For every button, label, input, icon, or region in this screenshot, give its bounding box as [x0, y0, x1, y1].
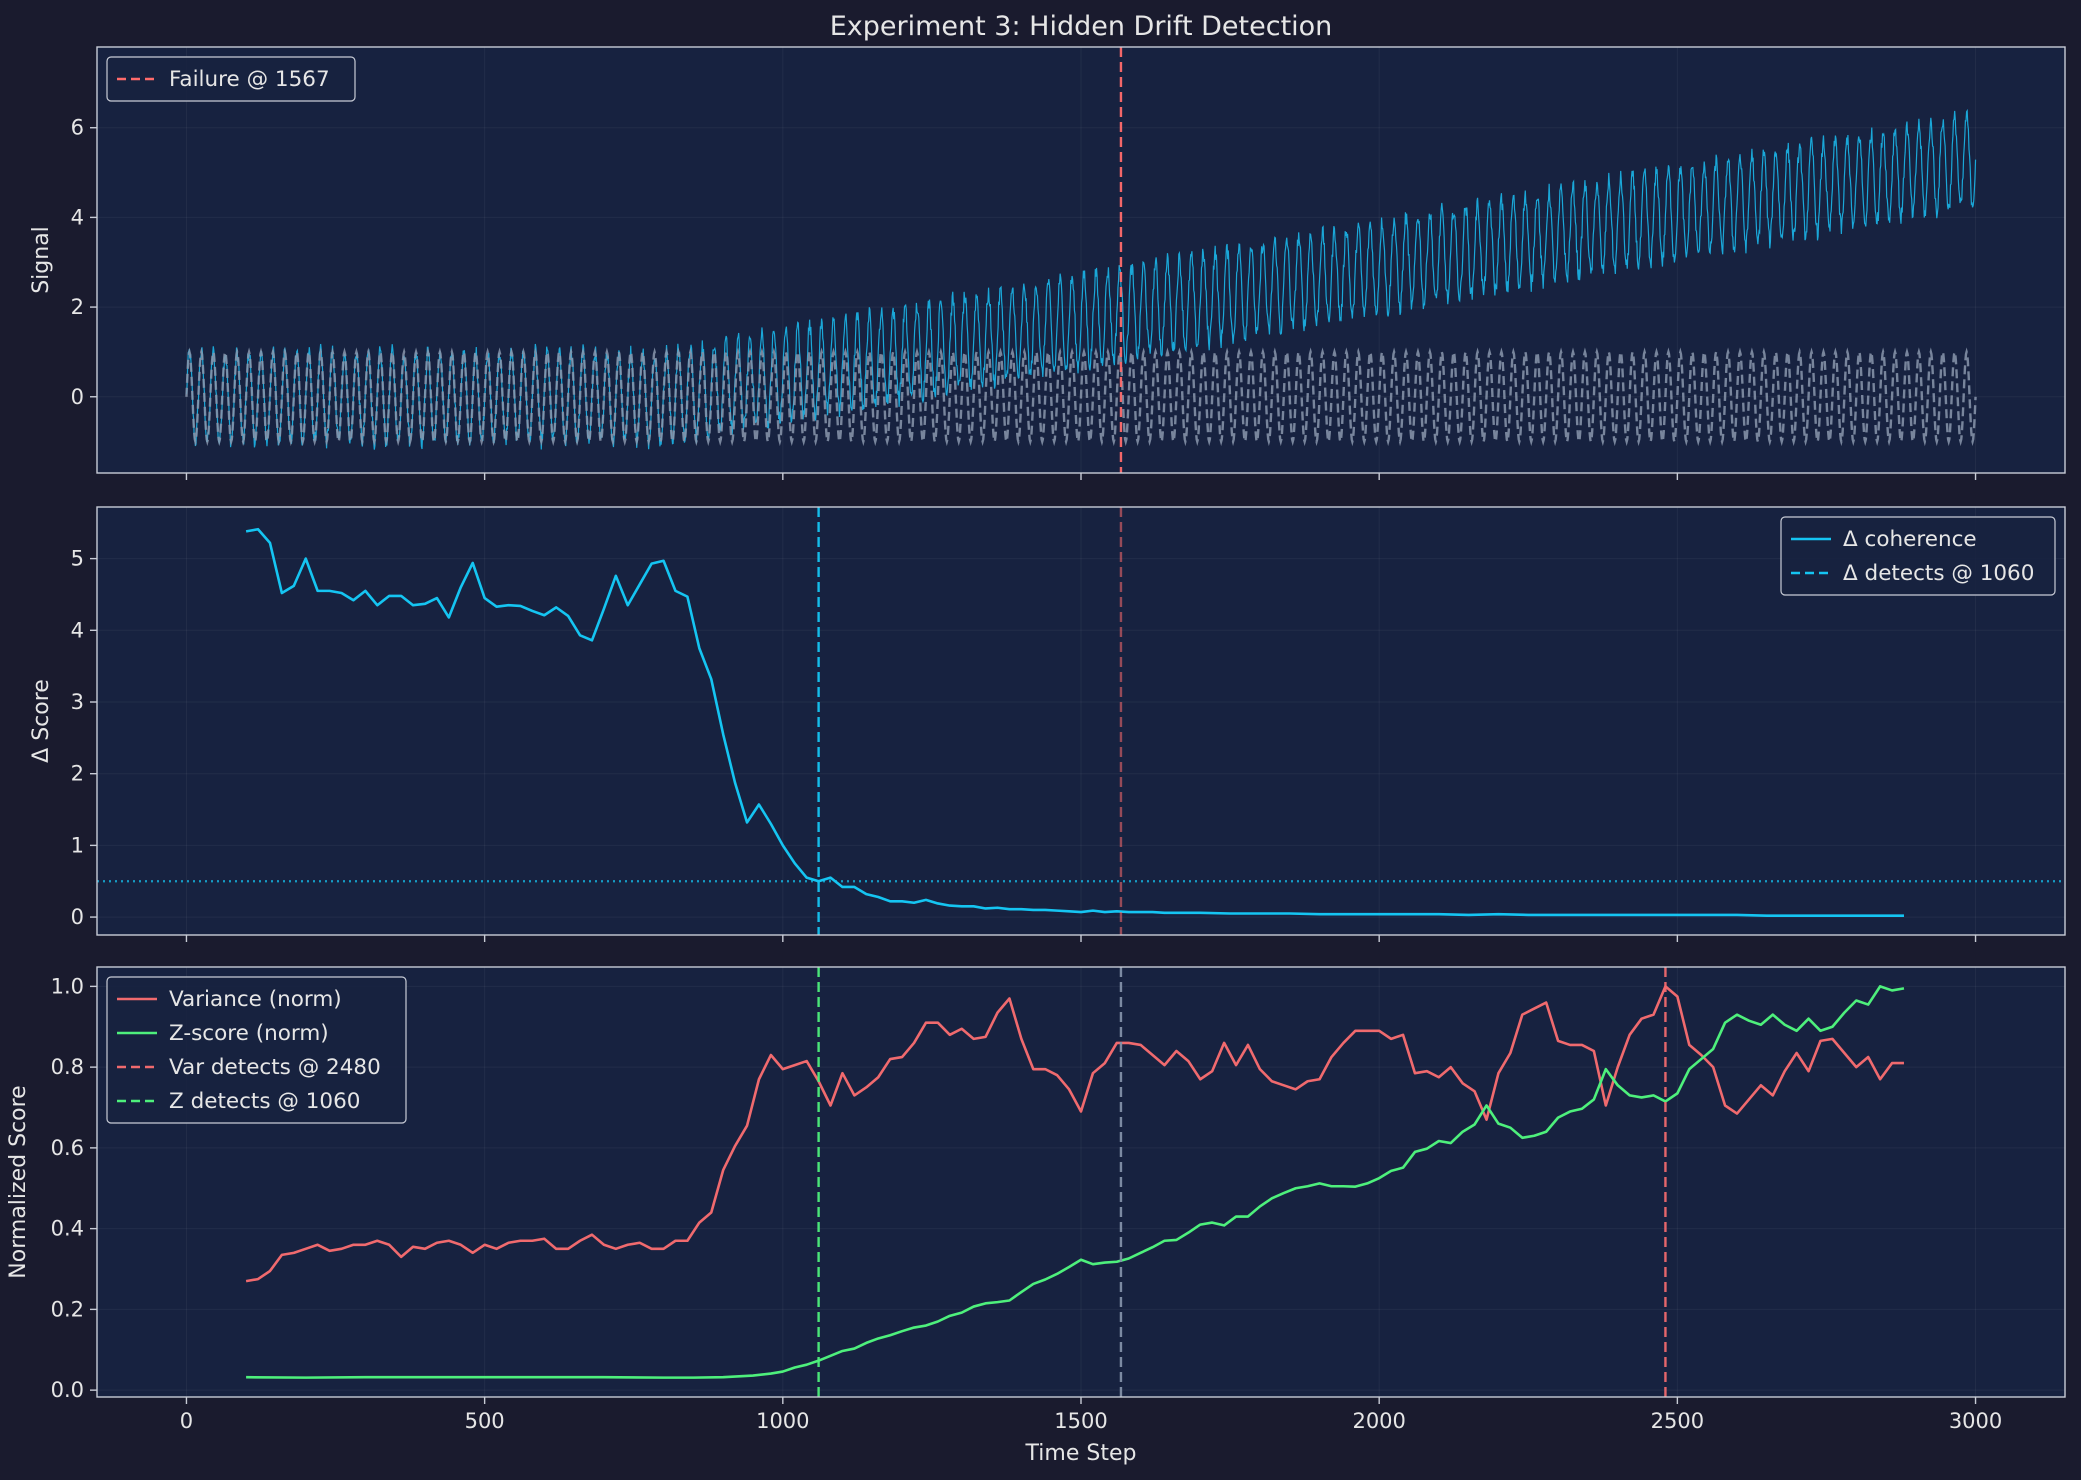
y-tick-label: 0.8 — [51, 1055, 84, 1079]
legend: Failure @ 1567 — [106, 56, 356, 102]
axes-background — [97, 507, 2065, 935]
x-tick-label: 2500 — [1651, 1409, 1704, 1433]
y-tick-label: 1.0 — [51, 974, 84, 998]
x-tick-label: 3000 — [1949, 1409, 2002, 1433]
y-tick-label: 4 — [71, 205, 84, 229]
y-tick-label: 6 — [71, 116, 84, 140]
x-axis-label: Time Step — [1025, 1441, 1137, 1466]
series-line-variance-norm — [245, 985, 1904, 1283]
legend-label: Δ detects @ 1060 — [1843, 561, 2034, 586]
legend-label: Failure @ 1567 — [169, 67, 330, 92]
plot-area — [97, 507, 2065, 935]
x-tick-label: 1500 — [1054, 1409, 1107, 1433]
panel-2: 0 1 2 3 4 5 Δ Score Δ coherence Δ detects @ 1060 — [29, 506, 2066, 942]
y-tick-label: 0.6 — [51, 1136, 84, 1160]
plot-area — [185, 47, 1977, 473]
x-tick-label: 2000 — [1352, 1409, 1405, 1433]
legend-label: Z detects @ 1060 — [169, 1089, 360, 1114]
y-tick-label: 0.2 — [51, 1297, 84, 1321]
y-tick-label: 3 — [71, 690, 84, 714]
y-axis-label: Δ Score — [29, 679, 54, 763]
chart-title: Experiment 3: Hidden Drift Detection — [830, 11, 1333, 42]
y-tick-label: 5 — [71, 547, 84, 571]
y-tick-label: 0 — [71, 905, 84, 929]
y-tick-label: 0 — [71, 385, 84, 409]
legend-label: Var detects @ 2480 — [169, 1055, 381, 1080]
y-axis-label: Normalized Score — [6, 1085, 31, 1278]
baseline-signal-line — [185, 347, 1977, 447]
legend-label: Δ coherence — [1843, 527, 1977, 552]
x-tick-label: 0 — [180, 1409, 193, 1433]
x-tick-label: 500 — [465, 1409, 505, 1433]
series-line-coherence — [245, 527, 1904, 917]
y-tick-label: 4 — [71, 618, 84, 642]
y-tick-label: 2 — [71, 295, 84, 319]
legend: Variance (norm) Z-score (norm) Var detects… — [106, 976, 407, 1124]
x-tick-label: 1000 — [756, 1409, 809, 1433]
legend-box — [106, 976, 407, 1124]
y-tick-label: 0.4 — [51, 1217, 84, 1241]
y-axis-label: Signal — [29, 226, 54, 294]
legend-box — [106, 56, 356, 102]
legend-label: Variance (norm) — [169, 987, 342, 1012]
y-tick-label: 2 — [71, 762, 84, 786]
legend-box — [1780, 516, 2056, 596]
plot-area — [245, 967, 1905, 1397]
series-line-z-score-norm — [246, 985, 1905, 1379]
panel-1: 0 2 4 6 Signal Failure @ 1567 — [29, 46, 2066, 480]
panel-3: 0 500 1000 1500 2000 2500 3000 0.0 0.2 0.4 0.6 0.8 1… — [6, 966, 2066, 1433]
legend: Δ coherence Δ detects @ 1060 — [1780, 516, 2056, 596]
y-tick-label: 0.0 — [51, 1378, 84, 1402]
y-tick-label: 1 — [71, 833, 84, 857]
axes-background — [97, 967, 2065, 1397]
legend-label: Z-score (norm) — [169, 1021, 329, 1046]
